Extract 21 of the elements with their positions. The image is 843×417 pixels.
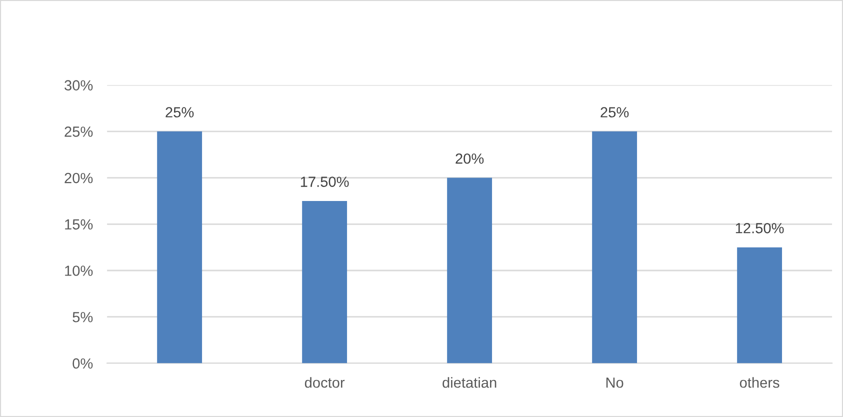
bar (447, 178, 492, 364)
x-tick-label: dietatian (442, 377, 496, 388)
bar (302, 200, 348, 364)
data-label: 25% (600, 107, 629, 118)
x-tick-label: No (606, 378, 624, 388)
x-tick-label: others (740, 377, 780, 388)
data-label: 12.50% (736, 222, 784, 234)
y-tick-label: 0% (72, 358, 93, 369)
data-label: 25% (166, 107, 194, 118)
x-tick-label: doctor (304, 377, 345, 388)
bar (157, 131, 202, 364)
y-tick-label: 5% (72, 312, 93, 322)
data-label: 17.50% (300, 176, 349, 187)
bar (592, 131, 638, 364)
y-tick-label: 30% (64, 80, 93, 90)
y-tick-label: 10% (65, 266, 93, 276)
data-label: 20% (456, 153, 484, 164)
y-tick-label: 20% (64, 172, 93, 184)
bar (737, 247, 782, 364)
y-tick-label: 25% (64, 126, 93, 137)
y-tick-label: 15% (65, 219, 93, 230)
